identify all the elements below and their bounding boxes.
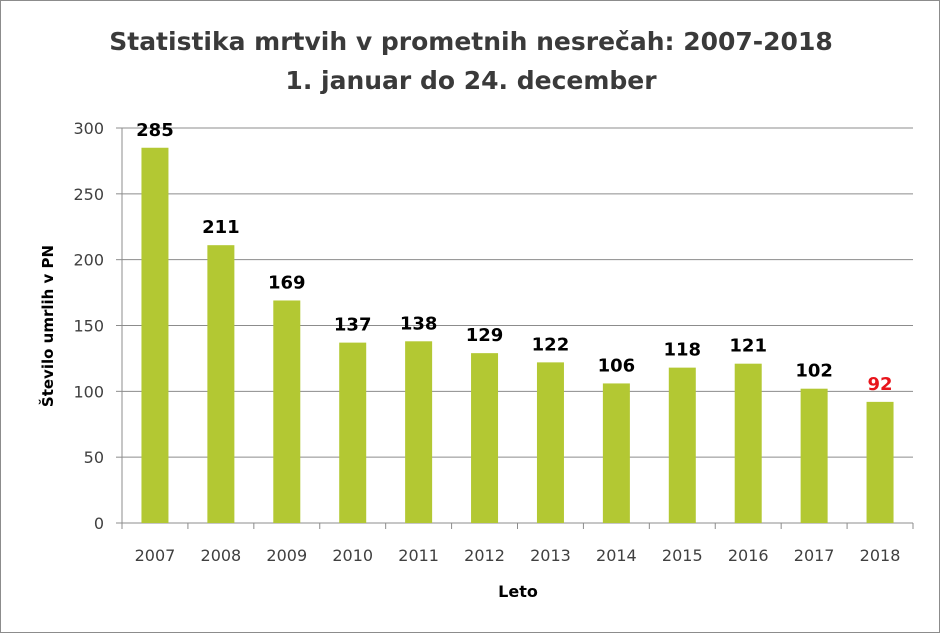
y-tick-label: 200 — [73, 251, 104, 270]
bar-2009 — [273, 300, 301, 523]
bar-2012 — [471, 353, 499, 523]
data-label-2007: 285 — [136, 120, 174, 141]
bar-2018 — [866, 401, 894, 523]
data-label-2011: 138 — [400, 313, 438, 334]
data-label-2014: 106 — [598, 355, 636, 376]
data-label-2016: 121 — [729, 336, 767, 357]
data-label-2015: 118 — [664, 340, 702, 361]
bar-2013 — [536, 362, 564, 523]
x-tick-label: 2017 — [794, 546, 835, 565]
x-axis-label: Leto — [498, 582, 538, 601]
bar-2010 — [339, 342, 367, 523]
chart-subtitle: 1. januar do 24. december — [285, 66, 657, 95]
bar-2016 — [734, 363, 762, 523]
data-label-2018: 92 — [868, 374, 893, 395]
y-tick-label: 0 — [94, 514, 104, 533]
x-tick-label: 2016 — [728, 546, 769, 565]
x-tick-label: 2013 — [530, 546, 571, 565]
bar-2015 — [668, 367, 696, 523]
y-tick-label: 100 — [73, 382, 104, 401]
bar-2017 — [800, 388, 828, 523]
bar-2008 — [207, 245, 235, 523]
x-tick-label: 2008 — [201, 546, 242, 565]
x-tick-label: 2012 — [464, 546, 505, 565]
x-tick-label: 2010 — [332, 546, 373, 565]
data-label-2008: 211 — [202, 217, 240, 238]
y-tick-label: 300 — [73, 119, 104, 138]
y-tick-label: 50 — [84, 448, 104, 467]
x-tick-label: 2011 — [398, 546, 439, 565]
x-tick-label: 2015 — [662, 546, 703, 565]
bar-2007 — [141, 147, 169, 523]
bar-2011 — [405, 341, 433, 523]
data-label-2017: 102 — [795, 361, 833, 382]
y-axis-label: Število umrlih v PN — [38, 245, 57, 407]
data-label-2009: 169 — [268, 272, 306, 293]
x-tick-label: 2014 — [596, 546, 637, 565]
y-tick-label: 150 — [73, 317, 104, 336]
chart-title: Statistika mrtvih v prometnih nesrečah: … — [109, 27, 833, 56]
x-tick-label: 2007 — [135, 546, 176, 565]
data-label-2013: 122 — [532, 334, 570, 355]
data-label-2010: 137 — [334, 315, 372, 336]
data-label-2012: 129 — [466, 325, 504, 346]
y-tick-label: 250 — [73, 185, 104, 204]
x-tick-label: 2018 — [860, 546, 901, 565]
bar-2014 — [602, 383, 630, 523]
x-tick-label: 2009 — [266, 546, 307, 565]
